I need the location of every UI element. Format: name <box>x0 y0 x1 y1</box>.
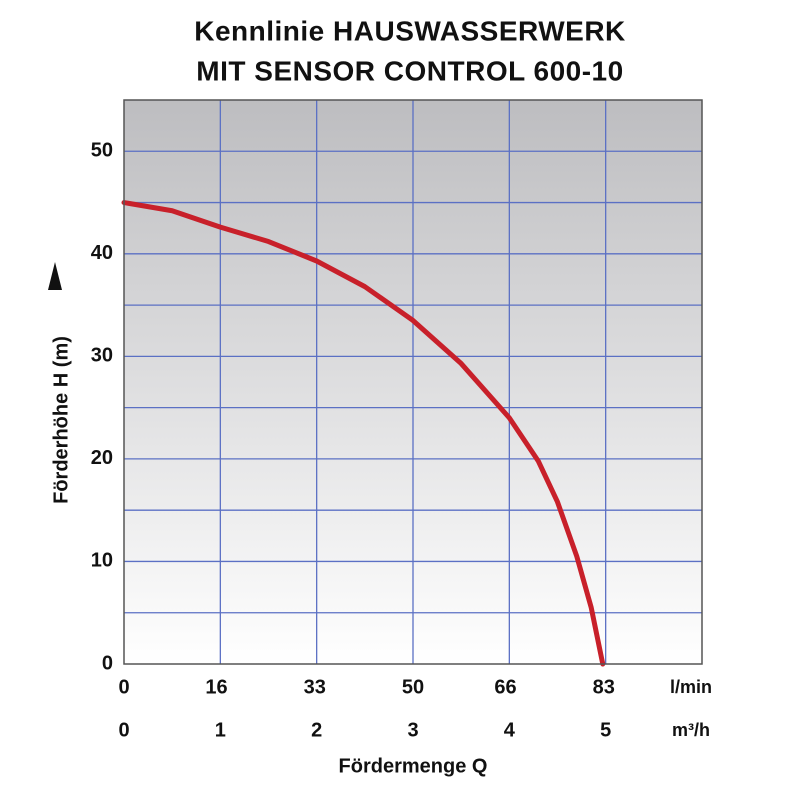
y-tick-label: 30 <box>91 345 113 367</box>
y-axis-title: Förderhöhe H (m) <box>50 336 72 504</box>
plot-border <box>123 99 703 665</box>
curve <box>121 200 606 667</box>
x2-tick-label: 0 <box>118 676 129 698</box>
y-tick-label: 20 <box>91 447 113 469</box>
x2-tick-label: 16 <box>205 676 227 698</box>
y-tick-label: 40 <box>91 242 113 264</box>
x-tick-label: 0 <box>118 719 129 741</box>
chart-title: MIT SENSOR CONTROL 600-10 <box>196 55 623 86</box>
y-arrow <box>48 262 62 290</box>
x-tick-label: 4 <box>504 719 516 741</box>
y-tick-label: 50 <box>91 140 113 162</box>
x-axis-title: Fördermenge Q <box>339 755 488 777</box>
x-tick-label: 1 <box>215 719 226 741</box>
x-unit: m³/h <box>672 720 710 740</box>
chart-title: Kennlinie HAUSWASSERWERK <box>194 15 626 46</box>
x-tick-label: 2 <box>311 719 322 741</box>
x2-tick-label: 83 <box>593 676 615 698</box>
x-tick-label: 3 <box>407 719 418 741</box>
x2-tick-label: 33 <box>304 676 326 698</box>
x2-unit: l/min <box>670 677 712 697</box>
y-tick-label: 10 <box>91 550 113 572</box>
x2-tick-label: 50 <box>402 676 424 698</box>
y-tick-label: 0 <box>102 652 113 674</box>
x2-tick-label: 66 <box>494 676 516 698</box>
x-tick-label: 5 <box>600 719 611 741</box>
